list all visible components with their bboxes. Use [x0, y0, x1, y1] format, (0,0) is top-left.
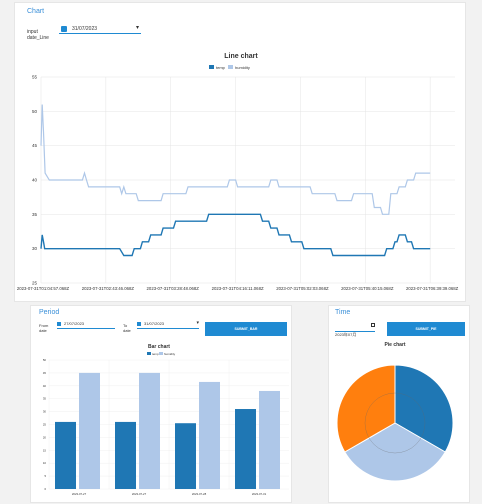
- bar-chart-title: Bar chart: [148, 344, 170, 350]
- x-tick-label: 2023-07-31: [252, 492, 267, 496]
- dropdown-arrow-icon[interactable]: ▾: [135, 25, 139, 31]
- to-underline: [137, 328, 199, 329]
- date-line-input[interactable]: 31/07/2023 ▾: [61, 25, 141, 35]
- legend-swatch-temp: [209, 65, 214, 69]
- y-tick-label: 30: [32, 246, 38, 251]
- legend-label-humidity: humidity: [164, 352, 176, 356]
- line-chart-grid: [40, 76, 455, 284]
- legend-swatch-temp: [147, 352, 151, 355]
- calendar-icon: [57, 322, 61, 326]
- y-tick-label: 15: [43, 448, 47, 452]
- x-tick-label: 2023-07-31T05:02:03.068Z: [276, 286, 329, 291]
- y-tick-label: 20: [43, 435, 47, 439]
- y-tick-label: 35: [43, 397, 47, 401]
- x-tick-label: 2023-07-31T04:16:11.068Z: [212, 286, 264, 291]
- to-label: To date: [123, 323, 131, 333]
- y-tick-label: 35: [32, 212, 38, 217]
- from-date-input[interactable]: 27/07/2023: [57, 321, 115, 328]
- line-chart-series: [40, 104, 431, 257]
- calendar-icon: [137, 322, 141, 326]
- legend-label-temp: temp: [216, 65, 226, 70]
- y-tick-label: 25: [43, 423, 47, 427]
- submit-pie-button[interactable]: SUBMIT_PIE: [387, 322, 465, 336]
- line-chart-title: Line chart: [224, 53, 258, 60]
- y-tick-label: 50: [32, 109, 38, 114]
- pie-chart-title: Pie chart: [384, 342, 405, 348]
- y-tick-label: 0: [44, 487, 46, 491]
- y-tick-label: 30: [43, 410, 47, 414]
- legend-swatch-humidity: [228, 65, 233, 69]
- legend-label-humidity: humidity: [235, 65, 250, 70]
- x-tick-label: 2023-07-27: [72, 492, 87, 496]
- from-label: From date: [39, 323, 49, 333]
- bar-humidity: [259, 390, 280, 489]
- y-tick-label: 55: [32, 75, 38, 80]
- line-chart-y-ticks: 25 30 35 40 45 50 55: [32, 75, 38, 286]
- pie-slice: [336, 364, 396, 453]
- y-tick-label: 40: [43, 384, 47, 388]
- to-date-input[interactable]: 31/07/2023 ▾: [137, 320, 199, 328]
- bar-chart-legend: temp humidity: [147, 352, 176, 356]
- x-tick-label: 2023-07-27: [132, 492, 147, 496]
- pie-chart: Pie chart: [336, 342, 454, 482]
- bar-temp: [55, 421, 76, 489]
- calendar-icon: [61, 26, 67, 32]
- y-tick-label: 10: [43, 461, 47, 465]
- y-tick-label: 50: [43, 358, 47, 362]
- month-value: 2023年07月: [335, 332, 357, 337]
- line-chart-legend: temp humidity: [209, 65, 250, 70]
- y-tick-label: 45: [43, 371, 47, 375]
- y-tick-label: 40: [32, 178, 38, 183]
- bar-chart-y-ticks: 0 5 10 15 20 25 30 35 40 45 50: [43, 358, 47, 491]
- panel-title-chart: Chart: [27, 8, 45, 15]
- series-line-temp: [40, 213, 431, 257]
- dropdown-arrow-icon[interactable]: ▾: [196, 320, 199, 326]
- to-date-value: 31/07/2023: [144, 321, 165, 326]
- date-line-underline: [59, 33, 141, 34]
- bar-chart: Bar chart temp humidity 0 5 10 15 20 25 30 35 40…: [43, 344, 289, 496]
- line-chart: Line chart temp humidity 25303540455055 …: [17, 53, 459, 291]
- legend-label-temp: temp: [152, 352, 159, 356]
- date-input-label: input date_Line: [27, 29, 49, 41]
- x-tick-label: 2023-07-28: [192, 492, 207, 496]
- panel-title-time: Time: [335, 309, 351, 316]
- y-tick-label: 5: [44, 474, 46, 478]
- time-panel: Time 2023年07月 SUBMIT_PIE Pie chart: [328, 305, 470, 503]
- series-line-humidity: [40, 104, 431, 215]
- panel-title-period: Period: [39, 309, 60, 316]
- calendar-icon[interactable]: [371, 323, 375, 327]
- pie-inner-ring: [364, 392, 426, 454]
- bar-humidity: [79, 372, 100, 489]
- legend-swatch-humidity: [159, 352, 163, 355]
- bar-humidity: [199, 381, 220, 489]
- bar-humidity: [139, 372, 160, 489]
- month-input[interactable]: 2023年07月: [335, 323, 375, 337]
- line-chart-x-ticks: 2023-07-31T01:04:57.068Z 2023-07-31T02:43…: [17, 286, 459, 291]
- bar-temp: [115, 421, 136, 489]
- period-panel: Period From date 27/07/2023 To date 31/07/…: [30, 305, 292, 503]
- bar-chart-bars: [55, 372, 280, 489]
- from-date-value: 27/07/2023: [64, 321, 85, 326]
- month-underline: [335, 331, 375, 332]
- submit-bar-button[interactable]: SUBMIT_BAR: [205, 322, 287, 336]
- bar-temp: [235, 409, 256, 489]
- bar-temp: [175, 423, 196, 489]
- x-tick-label: 2023-07-31T03:28:48.068Z: [147, 286, 200, 291]
- date-line-value: 31/07/2023: [72, 26, 98, 32]
- x-tick-label: 2023-07-31T05:40:15.068Z: [341, 286, 394, 291]
- y-tick-label: 45: [32, 143, 38, 148]
- line-chart-panel: Chart input date_Line 31/07/2023 ▾ Line …: [14, 2, 466, 302]
- pie-chart-slices: [336, 364, 454, 482]
- x-tick-label: 2023-07-31T01:04:57.068Z: [17, 286, 70, 291]
- from-underline: [57, 328, 115, 329]
- x-tick-label: 2023-07-31T02:43:46.068Z: [82, 286, 135, 291]
- x-tick-label: 2023-07-31T06:39:39.068Z: [406, 286, 459, 291]
- pie-slice: [394, 364, 454, 453]
- bar-chart-x-ticks: 2023-07-27 2023-07-27 2023-07-28 2023-07-31: [72, 492, 267, 496]
- y-tick-label: 25: [32, 281, 38, 286]
